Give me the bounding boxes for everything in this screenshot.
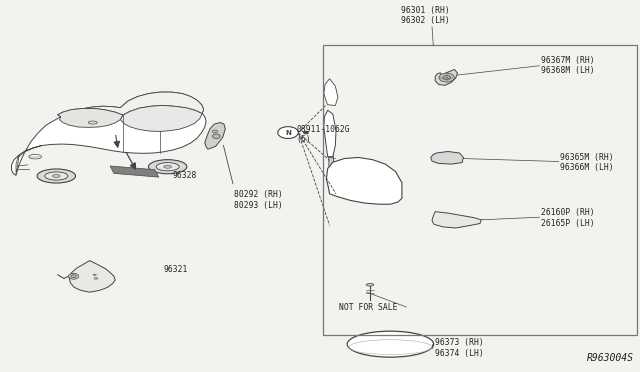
Ellipse shape	[29, 154, 42, 159]
Polygon shape	[326, 112, 334, 194]
Polygon shape	[324, 79, 338, 106]
Polygon shape	[16, 145, 42, 175]
Text: NOT FOR SALE: NOT FOR SALE	[339, 302, 397, 311]
Circle shape	[212, 130, 218, 133]
Bar	[323, 45, 637, 335]
Circle shape	[68, 273, 79, 279]
Text: 26160P (RH)
26165P (LH): 26160P (RH) 26165P (LH)	[541, 208, 595, 228]
Circle shape	[71, 275, 76, 278]
Circle shape	[278, 126, 298, 138]
Ellipse shape	[156, 163, 179, 171]
Text: 08911-1062G
(6): 08911-1062G (6)	[296, 125, 350, 144]
Ellipse shape	[366, 283, 374, 286]
Polygon shape	[205, 122, 225, 149]
Circle shape	[303, 131, 308, 134]
Ellipse shape	[93, 274, 96, 275]
Polygon shape	[435, 70, 458, 86]
Text: R963004S: R963004S	[587, 353, 634, 363]
Text: N: N	[285, 129, 291, 135]
Polygon shape	[58, 92, 204, 116]
Polygon shape	[58, 108, 123, 127]
Polygon shape	[431, 151, 463, 164]
Ellipse shape	[52, 174, 60, 177]
Circle shape	[439, 73, 454, 82]
Circle shape	[212, 134, 220, 138]
Text: 96365M (RH)
96366M (LH): 96365M (RH) 96366M (LH)	[560, 153, 614, 172]
Polygon shape	[326, 157, 402, 204]
Ellipse shape	[164, 165, 172, 168]
Polygon shape	[120, 106, 202, 131]
Ellipse shape	[37, 169, 76, 183]
Text: 96373 (RH)
96374 (LH): 96373 (RH) 96374 (LH)	[435, 338, 484, 357]
Text: 96321: 96321	[163, 265, 188, 275]
Polygon shape	[324, 110, 336, 157]
Ellipse shape	[88, 121, 97, 124]
Ellipse shape	[45, 172, 68, 180]
Ellipse shape	[94, 278, 98, 279]
Polygon shape	[432, 212, 481, 228]
Text: 80292 (RH)
80293 (LH): 80292 (RH) 80293 (LH)	[234, 190, 282, 209]
Text: 96367M (RH)
96368M (LH): 96367M (RH) 96368M (LH)	[541, 56, 595, 76]
Polygon shape	[12, 92, 206, 175]
Polygon shape	[110, 166, 159, 177]
Ellipse shape	[347, 331, 434, 357]
Polygon shape	[69, 261, 115, 292]
Ellipse shape	[148, 160, 187, 174]
Text: 96328: 96328	[173, 171, 197, 180]
Circle shape	[443, 76, 451, 80]
Text: 96301 (RH)
96302 (LH): 96301 (RH) 96302 (LH)	[401, 6, 450, 25]
